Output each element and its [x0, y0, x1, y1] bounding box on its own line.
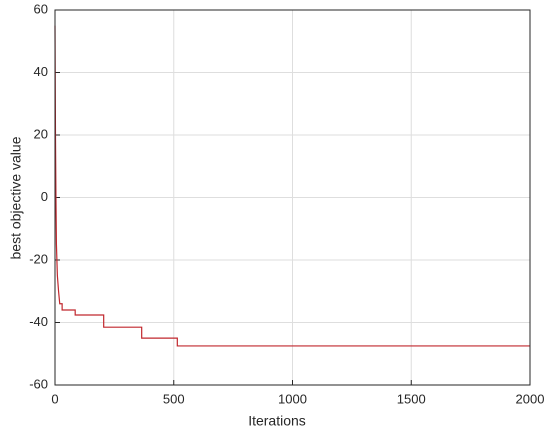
x-tick-label: 1000	[278, 391, 307, 406]
x-axis-label: Iterations	[248, 413, 306, 429]
axes-box	[54, 9, 531, 386]
y-tick-label: -60	[29, 376, 48, 391]
y-axis-label: best objective value	[8, 136, 24, 259]
x-tick-label: 500	[163, 391, 185, 406]
y-tick-label: 0	[41, 189, 48, 204]
x-tick-label: 1500	[397, 391, 426, 406]
y-tick-label: -40	[29, 314, 48, 329]
x-tick-label: 0	[51, 391, 58, 406]
y-tick-label: 40	[34, 64, 48, 79]
y-tick-label: 60	[34, 1, 48, 16]
y-tick-label: -20	[29, 251, 48, 266]
y-tick-label: 20	[34, 126, 48, 141]
line-series	[54, 25, 530, 347]
x-tick-label: 2000	[516, 391, 545, 406]
